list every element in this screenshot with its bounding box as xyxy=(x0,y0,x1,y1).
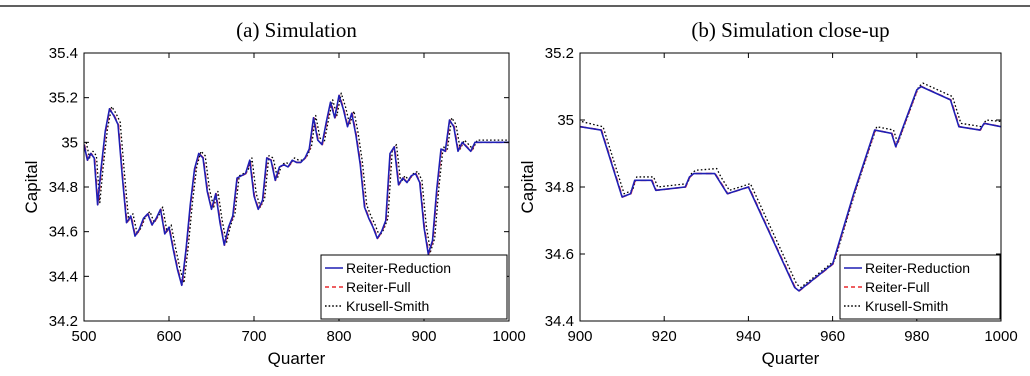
x-tick-label: 500 xyxy=(71,328,96,345)
chart-title: (a) Simulation xyxy=(236,18,357,42)
y-axis-label: Capital xyxy=(518,161,537,214)
x-tick-label: 800 xyxy=(326,328,351,345)
x-tick-label: 600 xyxy=(156,328,181,345)
series-line-reiter-reduction xyxy=(580,85,1001,292)
x-tick-label: 900 xyxy=(411,328,436,345)
x-tick-label: 1000 xyxy=(984,328,1017,345)
legend-label: Reiter-Reduction xyxy=(346,260,451,276)
x-axis-label: Quarter xyxy=(762,349,820,368)
legend-label: Reiter-Full xyxy=(865,279,930,295)
x-tick-label: 1000 xyxy=(492,328,525,345)
series-line-krusell-smith xyxy=(581,82,1001,289)
y-tick-label: 34.8 xyxy=(545,179,574,196)
legend: Reiter-Reduction Reiter-Full Krusell-Smith xyxy=(320,254,508,320)
y-tick-label: 34.2 xyxy=(49,313,78,330)
x-tick-label: 900 xyxy=(567,328,592,345)
legend-box xyxy=(839,254,1001,320)
y-tick-label: 34.8 xyxy=(49,179,78,196)
legend-box xyxy=(320,254,508,320)
x-tick-label: 920 xyxy=(652,328,677,345)
legend-label: Krusell-Smith xyxy=(865,298,948,314)
x-axis-label: Quarter xyxy=(268,349,326,368)
y-tick-label: 34.6 xyxy=(545,246,574,263)
chart-title: (b) Simulation close-up xyxy=(691,18,889,42)
legend: Reiter-Reduction Reiter-Full Krusell-Smith xyxy=(839,254,1001,320)
y-tick-label: 34.6 xyxy=(49,224,78,241)
y-tick-label: 35.2 xyxy=(49,90,78,107)
series-line-krusell-smith xyxy=(85,92,509,284)
legend-label: Krusell-Smith xyxy=(346,298,429,314)
x-tick-label: 960 xyxy=(820,328,845,345)
x-tick-label: 940 xyxy=(736,328,761,345)
y-axis-label: Capital xyxy=(22,161,41,214)
x-tick-label: 700 xyxy=(241,328,266,345)
y-tick-label: 35 xyxy=(61,134,78,151)
legend-label: Reiter-Full xyxy=(346,279,411,295)
series-line-reiter-reduction xyxy=(84,94,509,287)
chart-panel-a: (a) Simulation 500 600 700 800 900 1000 34.2 34.… xyxy=(22,18,526,368)
series-lines xyxy=(580,82,1001,292)
y-tick-label: 35 xyxy=(557,112,574,129)
x-tick-label: 980 xyxy=(904,328,929,345)
y-tick-label: 34.4 xyxy=(545,313,574,330)
chart-panel-b: (b) Simulation close-up 900 920 940 960 980 10… xyxy=(518,18,1018,368)
legend-label: Reiter-Reduction xyxy=(865,260,970,276)
y-tick-label: 35.4 xyxy=(49,45,78,62)
y-tick-label: 35.2 xyxy=(545,45,574,62)
y-tick-label: 34.4 xyxy=(49,268,78,285)
series-lines xyxy=(84,92,509,287)
